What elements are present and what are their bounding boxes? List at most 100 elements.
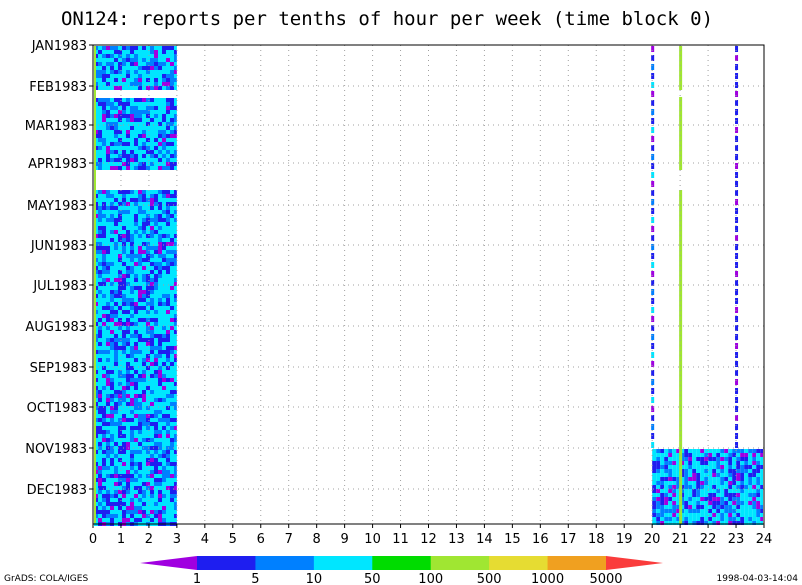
data-cell xyxy=(708,457,713,461)
data-cell xyxy=(170,474,174,478)
data-cell xyxy=(174,210,177,214)
data-cell xyxy=(146,450,150,454)
data-cell xyxy=(102,518,106,522)
data-cell xyxy=(756,489,761,493)
data-cell xyxy=(118,470,122,474)
data-cell xyxy=(166,386,170,390)
data-cell xyxy=(110,374,114,378)
data-cell xyxy=(720,521,725,525)
data-cell xyxy=(158,338,162,342)
data-cell xyxy=(162,506,166,510)
data-cell xyxy=(748,517,753,521)
data-cell xyxy=(158,350,162,354)
data-cell xyxy=(134,438,138,442)
data-cell xyxy=(114,270,118,274)
data-cell xyxy=(142,394,146,398)
data-cell xyxy=(106,206,110,210)
data-cell xyxy=(142,302,146,306)
data-cell xyxy=(102,134,106,138)
data-cell xyxy=(110,378,114,382)
data-cell xyxy=(174,230,177,234)
data-cell xyxy=(118,290,122,294)
data-cell xyxy=(110,366,114,370)
data-cell xyxy=(146,250,150,254)
data-cell xyxy=(122,218,126,222)
data-cell xyxy=(150,426,154,430)
data-cell xyxy=(134,506,138,510)
data-cell xyxy=(142,306,146,310)
data-cell xyxy=(672,469,677,473)
data-cell xyxy=(102,190,106,194)
data-cell xyxy=(142,474,146,478)
data-cell xyxy=(651,424,655,430)
data-cell xyxy=(110,290,114,294)
data-cell xyxy=(158,258,162,262)
data-cell xyxy=(150,450,154,454)
data-cell xyxy=(102,226,106,230)
data-cell xyxy=(110,310,114,314)
data-cell xyxy=(102,102,106,106)
data-cell xyxy=(170,202,174,206)
data-cell xyxy=(102,326,106,330)
data-cell xyxy=(652,453,657,457)
data-cell xyxy=(166,502,170,506)
data-cell xyxy=(126,50,130,54)
data-cell xyxy=(651,226,655,232)
data-cell xyxy=(170,70,174,74)
legend-label: 500 xyxy=(477,572,502,585)
data-cell xyxy=(146,442,150,446)
data-cell xyxy=(106,226,110,230)
data-cell xyxy=(174,366,177,370)
data-cell xyxy=(134,330,138,334)
data-cell xyxy=(106,78,110,82)
data-cell xyxy=(126,418,130,422)
data-cell xyxy=(680,465,685,469)
data-cell xyxy=(154,242,158,246)
data-cell xyxy=(162,262,166,266)
data-cell xyxy=(106,442,110,446)
data-cell xyxy=(130,374,134,378)
data-cell xyxy=(138,450,142,454)
data-cell xyxy=(122,358,126,362)
data-cell xyxy=(174,446,177,450)
data-cell xyxy=(150,86,154,90)
data-cell xyxy=(122,206,126,210)
data-cell xyxy=(130,322,134,326)
data-cell xyxy=(138,374,142,378)
data-cell xyxy=(150,278,154,282)
data-cell xyxy=(684,505,689,509)
data-cell xyxy=(154,258,158,262)
data-cell xyxy=(142,150,146,154)
data-cell xyxy=(110,146,114,150)
data-cell xyxy=(170,210,174,214)
data-cell xyxy=(680,481,685,485)
data-cell xyxy=(740,481,745,485)
y-tick-label: OCT1983 xyxy=(27,401,87,416)
data-cell xyxy=(134,342,138,346)
data-cell xyxy=(138,50,142,54)
data-cell xyxy=(170,98,174,102)
data-cell xyxy=(130,98,134,102)
data-cell xyxy=(122,426,126,430)
data-cell xyxy=(158,438,162,442)
data-cell xyxy=(102,426,106,430)
data-cell xyxy=(98,110,102,114)
data-cell xyxy=(174,250,177,254)
data-cell xyxy=(158,146,162,150)
data-cell xyxy=(724,453,729,457)
data-cell xyxy=(126,250,130,254)
data-cell xyxy=(134,422,138,426)
data-cell xyxy=(146,518,150,522)
data-cell xyxy=(651,325,655,331)
data-cell xyxy=(652,493,657,497)
x-tick-label: 13 xyxy=(448,532,465,547)
data-cell xyxy=(170,146,174,150)
data-cell xyxy=(134,322,138,326)
data-cell xyxy=(130,302,134,306)
data-cell xyxy=(138,106,142,110)
data-cell xyxy=(740,465,745,469)
data-cell xyxy=(664,477,669,481)
x-tick-label: 15 xyxy=(504,532,521,547)
data-cell xyxy=(118,310,122,314)
data-cell xyxy=(150,430,154,434)
